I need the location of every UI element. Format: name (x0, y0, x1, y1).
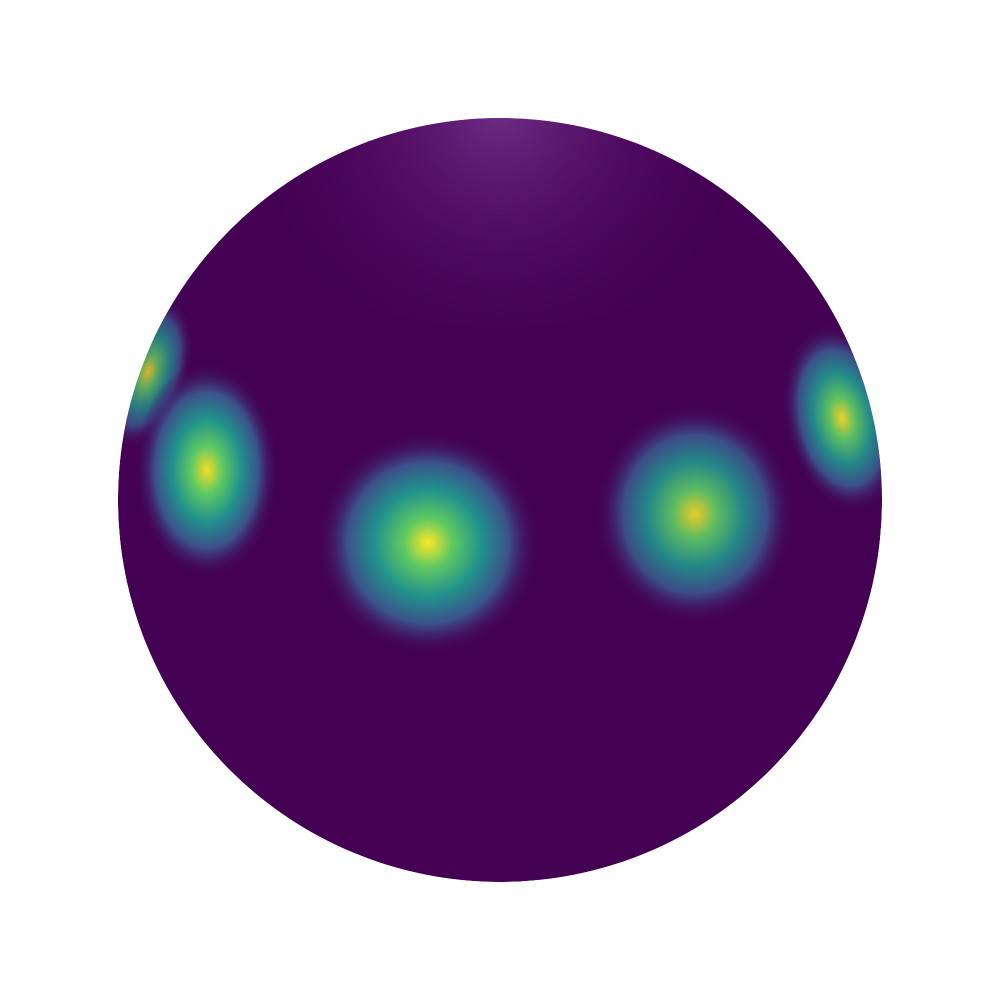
hotspot-blob-3 (316, 431, 540, 655)
hotspot-blob-2 (135, 362, 279, 578)
hotspot-blob-4 (595, 404, 795, 624)
sphere-top-highlight (200, 118, 800, 328)
